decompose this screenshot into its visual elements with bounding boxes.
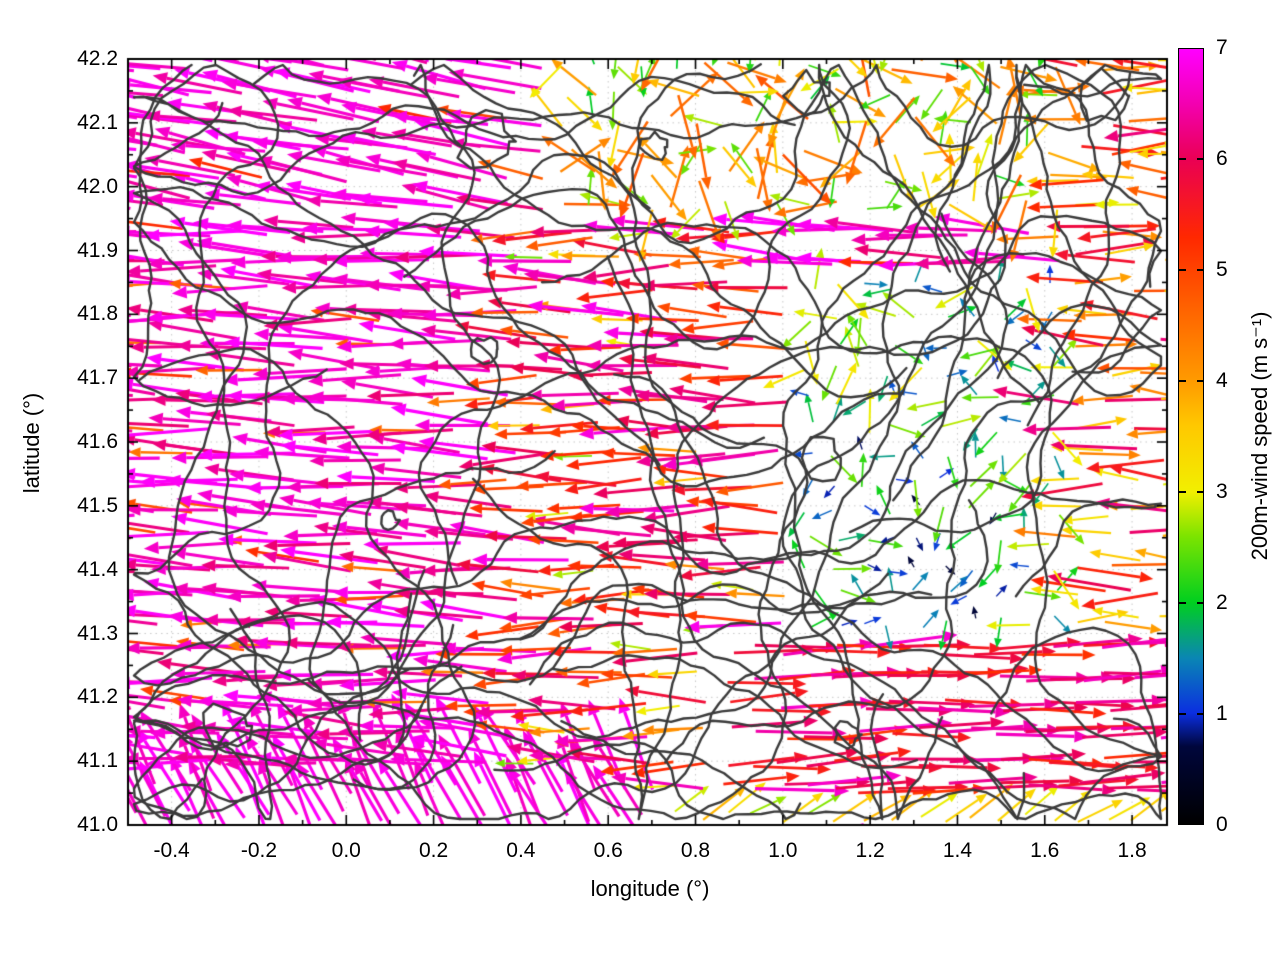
colorbar-tick-mark xyxy=(1179,379,1186,382)
colorbar-gradient xyxy=(1178,48,1204,825)
x-tick-label: 0.0 xyxy=(331,839,361,862)
colorbar-tick-label: 2 xyxy=(1216,591,1228,614)
colorbar-tick-mark xyxy=(1179,157,1186,160)
y-tick-label: 41.4 xyxy=(77,557,118,581)
colorbar-tick-label: 7 xyxy=(1216,36,1228,59)
colorbar-tick-mark xyxy=(1196,601,1204,604)
y-tick-label: 41.1 xyxy=(77,749,118,773)
colorbar-tick-label: 5 xyxy=(1216,258,1228,281)
x-tick-label: 1.6 xyxy=(1030,839,1060,862)
colorbar-tick-mark xyxy=(1179,490,1186,493)
y-tick-label: 41.2 xyxy=(77,685,118,709)
x-tick-label: 1.4 xyxy=(942,839,973,862)
colorbar-tick-label: 0 xyxy=(1216,813,1228,836)
x-tick-label: 0.8 xyxy=(680,839,711,862)
y-tick-label: 41.5 xyxy=(77,493,118,517)
y-axis-title: latitude (°) xyxy=(19,392,44,494)
colorbar-tick-mark xyxy=(1179,601,1186,604)
y-tick-label: 42.0 xyxy=(77,174,118,198)
colorbar-tick-label: 4 xyxy=(1216,369,1228,392)
y-tick-label: 41.8 xyxy=(77,302,118,326)
x-tick-label: 0.6 xyxy=(593,839,623,862)
colorbar-tick-mark xyxy=(1196,157,1204,160)
x-tick-label: 1.0 xyxy=(768,839,798,862)
colorbar-title: 200m-wind speed (m s⁻¹) xyxy=(1247,311,1272,561)
x-tick-label: 0.4 xyxy=(506,839,536,862)
y-tick-label: 41.0 xyxy=(77,813,118,836)
x-tick-label: -0.2 xyxy=(240,839,278,862)
x-tick-label: 0.2 xyxy=(418,839,449,862)
y-tick-label: 42.1 xyxy=(77,110,118,134)
colorbar-tick-mark xyxy=(1196,379,1204,382)
y-tick-label: 41.7 xyxy=(77,366,118,390)
y-tick-label: 41.6 xyxy=(77,430,118,453)
colorbar-tick-mark xyxy=(1179,712,1186,715)
colorbar-tick-mark xyxy=(1179,268,1186,271)
x-axis-title: longitude (°) xyxy=(590,876,710,901)
x-tick-label: -0.4 xyxy=(153,839,190,862)
y-tick-label: 42.2 xyxy=(77,47,118,70)
colorbar-tick-mark xyxy=(1196,712,1204,715)
x-tick-label: 1.2 xyxy=(855,839,885,862)
y-tick-label: 41.9 xyxy=(77,238,118,262)
y-tick-label: 41.3 xyxy=(77,621,118,645)
colorbar-tick-label: 1 xyxy=(1216,702,1228,725)
colorbar-tick-mark xyxy=(1196,268,1204,271)
colorbar-tick-label: 3 xyxy=(1216,480,1228,503)
colorbar-tick-mark xyxy=(1196,490,1204,493)
x-tick-label: 1.8 xyxy=(1117,839,1147,862)
colorbar-tick-label: 6 xyxy=(1216,147,1228,170)
